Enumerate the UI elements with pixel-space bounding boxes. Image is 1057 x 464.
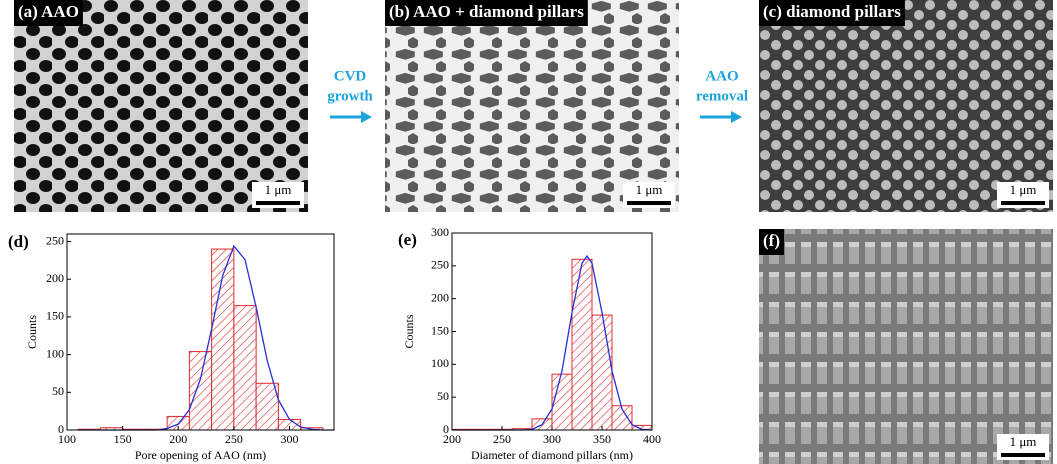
figure: (a) AAO 1 μm (b) AAO + diamond pillars 1 μm… (0, 0, 1057, 464)
panel-label: (c) diamond pillars (763, 2, 901, 21)
arrow-head (361, 111, 372, 123)
y-tick-label: 250 (431, 258, 449, 272)
y-tick-label: 200 (431, 290, 449, 304)
sem-image (385, 0, 679, 212)
x-axis-label: Diameter of diamond pillars (nm) (471, 448, 633, 462)
sem-image (759, 229, 1053, 464)
scale-bar (627, 201, 671, 205)
panel-label: (b) AAO + diamond pillars (389, 2, 584, 21)
bar (234, 306, 256, 430)
x-tick-label: 200 (169, 432, 187, 446)
x-tick-label: 200 (443, 432, 461, 446)
y-tick-label: 50 (52, 384, 64, 398)
scale-bar-text: 1 μm (1010, 434, 1037, 449)
scale-bar (256, 201, 300, 205)
arrow-text: growth (327, 88, 373, 104)
x-tick-label: 300 (543, 432, 561, 446)
panel-label: (f) (763, 231, 780, 250)
x-tick-label: 100 (58, 432, 76, 446)
y-tick-label: 300 (431, 225, 449, 239)
y-tick-label: 150 (46, 309, 64, 323)
x-tick-label: 300 (281, 432, 299, 446)
arrow-text: CVD (334, 68, 367, 84)
y-tick-label: 50 (437, 389, 449, 403)
scale-bar-text: 1 μm (1010, 182, 1037, 197)
x-tick-label: 250 (225, 432, 243, 446)
x-tick-label: 150 (114, 432, 132, 446)
panel-label: (e) (398, 230, 417, 249)
panel-label: (a) AAO (18, 2, 79, 21)
arrow-text: removal (696, 88, 748, 104)
bar (189, 352, 211, 430)
x-tick-label: 350 (593, 432, 611, 446)
scale-bar (1001, 201, 1045, 205)
x-tick-label: 250 (493, 432, 511, 446)
y-tick-label: 100 (431, 356, 449, 370)
bar (552, 374, 572, 430)
arrow-text: AAO (705, 68, 738, 84)
bar (592, 315, 612, 430)
panel-label: (d) (8, 232, 29, 251)
arrow-head (731, 111, 742, 123)
y-tick-label: 150 (431, 323, 449, 337)
scale-bar-text: 1 μm (636, 182, 663, 197)
scale-bar (1001, 453, 1045, 457)
y-tick-label: 250 (46, 233, 64, 247)
y-axis-label: Counts (25, 315, 39, 349)
x-axis-label: Pore opening of AAO (nm) (135, 448, 266, 462)
sem-image (759, 0, 1053, 212)
y-axis-label: Counts (402, 314, 416, 348)
y-tick-label: 200 (46, 271, 64, 285)
x-tick-label: 400 (643, 432, 661, 446)
sem-image (14, 0, 308, 212)
scale-bar-text: 1 μm (265, 182, 292, 197)
y-tick-label: 100 (46, 346, 64, 360)
bar (572, 259, 592, 430)
